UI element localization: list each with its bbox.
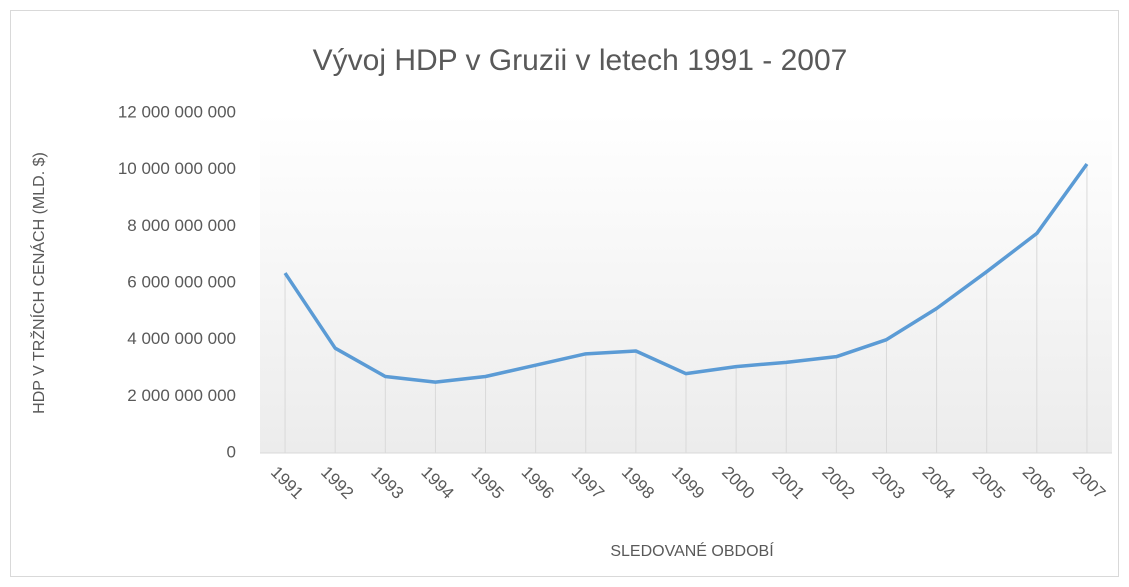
y-tick-label: 12 000 000 000 <box>118 102 236 121</box>
x-axis-label: SLEDOVANÉ OBDOBÍ <box>610 541 774 560</box>
chart-title: Vývoj HDP v Gruzii v letech 1991 - 2007 <box>313 44 848 77</box>
y-axis-label: HDP V TRŽNÍCH CENÁCH (MLD. $) <box>29 152 48 414</box>
y-tick-label: 2 000 000 000 <box>127 386 236 405</box>
y-tick-label: 0 <box>227 442 236 461</box>
data-line <box>283 162 1089 384</box>
y-tick-label: 6 000 000 000 <box>127 272 236 291</box>
y-tick-label: 10 000 000 000 <box>118 159 236 178</box>
y-tick-label: 8 000 000 000 <box>127 216 236 235</box>
y-tick-label: 4 000 000 000 <box>127 329 236 348</box>
